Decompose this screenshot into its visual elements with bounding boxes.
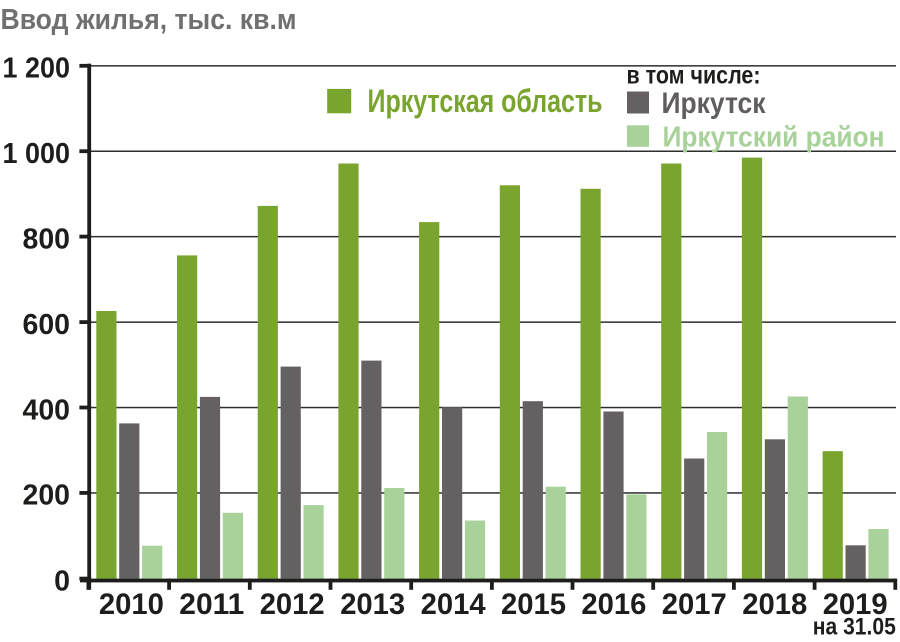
svg-text:2016: 2016	[581, 588, 646, 621]
svg-text:1 000: 1 000	[3, 138, 71, 170]
svg-text:200: 200	[23, 480, 71, 512]
svg-text:2012: 2012	[260, 588, 325, 621]
svg-text:Ввод жилья, тыс. кв.м: Ввод жилья, тыс. кв.м	[1, 4, 297, 36]
svg-text:800: 800	[23, 223, 71, 255]
svg-text:в том числе:: в том числе:	[627, 62, 761, 90]
svg-text:2010: 2010	[99, 588, 164, 621]
svg-text:на 31.05: на 31.05	[813, 614, 896, 641]
svg-text:Иркутский район: Иркутский район	[663, 121, 885, 153]
svg-text:2015: 2015	[501, 588, 566, 621]
svg-text:Иркутск: Иркутск	[662, 87, 767, 120]
svg-text:2013: 2013	[340, 588, 405, 621]
svg-text:400: 400	[23, 394, 71, 426]
svg-text:Иркутская область: Иркутская область	[368, 83, 603, 119]
svg-text:1 200: 1 200	[3, 53, 71, 85]
svg-text:2019: 2019	[823, 588, 888, 621]
svg-text:2014: 2014	[421, 588, 486, 621]
svg-text:2017: 2017	[662, 588, 727, 621]
svg-text:600: 600	[23, 309, 71, 341]
svg-text:2011: 2011	[179, 588, 244, 621]
svg-text:2018: 2018	[742, 588, 807, 621]
svg-text:0: 0	[54, 565, 70, 597]
